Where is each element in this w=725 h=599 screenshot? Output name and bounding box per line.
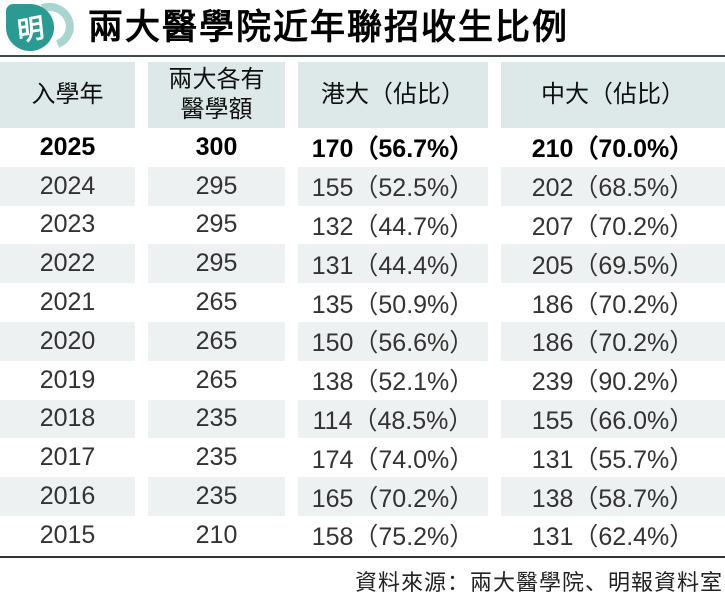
year-cell: 2023 xyxy=(39,210,96,239)
column-header-3: 中大（佔比） xyxy=(501,62,725,128)
title-divider xyxy=(0,55,725,57)
hku-cell: 155（52.5%） xyxy=(298,166,488,206)
admission-table: 入學年 兩大各有 醫學額 港大（佔比） 中大（佔比） 2025 300 170（56.7%）… xyxy=(0,62,725,555)
hku-cell: 135（50.9%） xyxy=(311,290,475,319)
hku-cell: 114（48.5%） xyxy=(298,399,488,439)
quota-cell: 295 xyxy=(148,166,285,206)
masthead: 明 兩大醫學院近年聯招收生比例 xyxy=(0,0,725,57)
cuhk-cell: 155（66.0%） xyxy=(501,399,725,439)
cuhk-cell: 205（69.5%） xyxy=(501,244,725,284)
cuhk-cell: 207（70.2%） xyxy=(531,212,695,241)
hku-cell: 158（75.2%） xyxy=(311,523,475,552)
cuhk-cell: 202（68.5%） xyxy=(501,166,725,206)
cuhk-cell: 210（70.0%） xyxy=(531,135,695,164)
cuhk-cell: 131（55.7%） xyxy=(531,445,695,474)
quota-cell: 235 xyxy=(148,477,285,516)
quota-cell: 295 xyxy=(195,210,238,239)
quota-cell: 300 xyxy=(195,132,238,161)
year-cell: 2019 xyxy=(39,365,96,394)
page-title: 兩大醫學院近年聯招收生比例 xyxy=(88,7,570,47)
year-cell: 2020 xyxy=(0,321,135,361)
mingpao-logo: 明 xyxy=(4,0,82,57)
cuhk-cell: 131（62.4%） xyxy=(531,523,695,552)
hku-cell: 138（52.1%） xyxy=(311,368,475,397)
year-cell: 2025 xyxy=(39,132,96,161)
hku-cell: 170（56.7%） xyxy=(311,135,475,164)
data-source-note: 資料來源：兩大醫學院、明報資料室 xyxy=(354,569,723,595)
quota-cell: 210 xyxy=(195,520,238,549)
logo-character: 明 xyxy=(15,12,46,48)
year-cell: 2015 xyxy=(39,520,96,549)
cuhk-cell: 239（90.2%） xyxy=(531,368,695,397)
quota-cell: 265 xyxy=(195,365,238,394)
quota-cell: 235 xyxy=(148,399,285,439)
logo-speech-bubble: 明 xyxy=(6,4,54,51)
cuhk-cell: 138（58.7%） xyxy=(501,477,725,516)
quota-cell: 295 xyxy=(148,244,285,284)
year-cell: 2017 xyxy=(39,443,96,472)
year-cell: 2021 xyxy=(39,288,96,317)
year-cell: 2018 xyxy=(0,399,135,439)
year-cell: 2016 xyxy=(0,477,135,516)
quota-cell: 265 xyxy=(195,288,238,317)
cuhk-cell: 186（70.2%） xyxy=(531,290,695,319)
footer-divider xyxy=(0,555,725,558)
year-cell: 2022 xyxy=(0,244,135,284)
hku-cell: 131（44.4%） xyxy=(298,244,488,284)
quota-cell: 235 xyxy=(195,443,238,472)
column-header-0: 入學年 xyxy=(0,62,135,128)
hku-cell: 150（56.6%） xyxy=(298,321,488,361)
hku-cell: 132（44.7%） xyxy=(311,212,475,241)
hku-cell: 174（74.0%） xyxy=(311,445,475,474)
cuhk-cell: 186（70.2%） xyxy=(501,321,725,361)
column-header-2: 港大（佔比） xyxy=(298,62,488,128)
hku-cell: 165（70.2%） xyxy=(298,477,488,516)
quota-cell: 265 xyxy=(148,321,285,361)
year-cell: 2024 xyxy=(0,166,135,206)
column-header-1: 兩大各有 醫學額 xyxy=(148,62,285,128)
